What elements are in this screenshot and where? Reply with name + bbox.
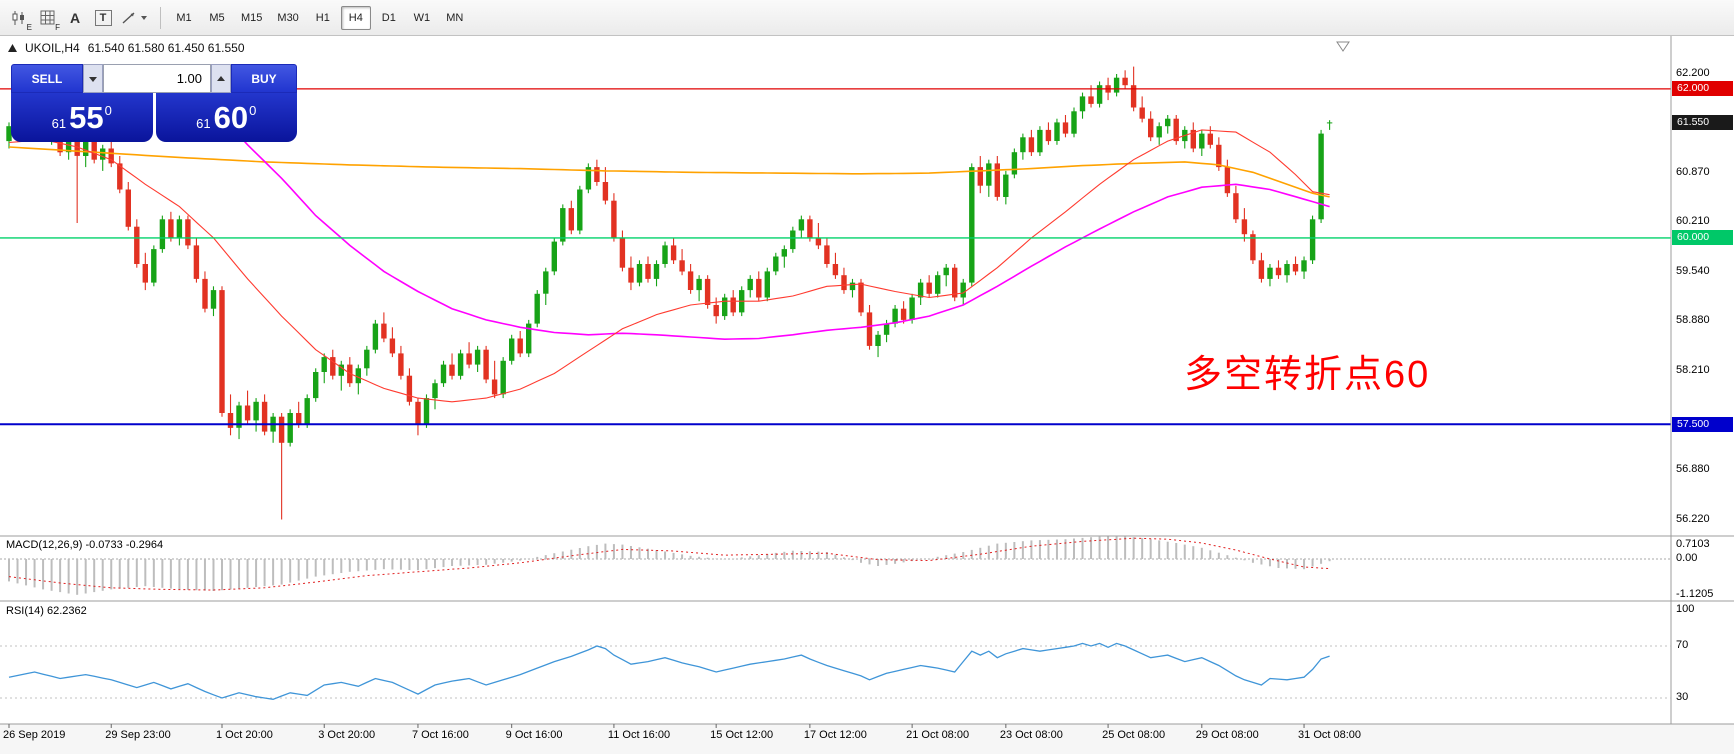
price-badge-62.000: 62.000 <box>1672 81 1733 97</box>
price-badge-57.500: 57.500 <box>1672 416 1733 432</box>
ask-price-prefix: 61 <box>196 116 211 131</box>
ohlc-values: 61.540 61.580 61.450 61.550 <box>87 41 245 55</box>
time-axis-label: 26 Sep 2019 <box>3 729 66 741</box>
buy-button[interactable]: BUY <box>231 64 297 93</box>
text-label-icon[interactable]: A <box>62 5 88 31</box>
sell-button[interactable]: SELL <box>11 64 83 93</box>
timeframe-m5[interactable]: M5 <box>202 6 232 30</box>
timeframe-m15[interactable]: M15 <box>235 6 268 30</box>
timeframe-w1[interactable]: W1 <box>407 6 437 30</box>
price-axis-label: 60.210 <box>1676 215 1710 228</box>
candlestick-glyph <box>12 10 24 25</box>
time-axis-label: 25 Oct 08:00 <box>1102 729 1166 741</box>
ma-slow-line <box>8 146 1330 198</box>
time-axis-label: 29 Sep 23:00 <box>105 729 171 741</box>
time-axis-label: 3 Oct 20:00 <box>318 729 376 741</box>
time-axis-label: 7 Oct 16:00 <box>411 729 469 741</box>
symbol-info: UKOIL,H4 61.540 61.580 61.450 61.550 <box>8 41 245 55</box>
bid-price-pip: 0 <box>104 103 112 118</box>
macd-signal-line <box>8 537 1330 591</box>
volume-input[interactable]: 1.00 <box>103 64 211 93</box>
time-axis-label: 15 Oct 12:00 <box>710 729 774 741</box>
price-badge-61.550: 61.550 <box>1672 114 1733 130</box>
grid-glyph <box>40 10 54 25</box>
macd-indicator-label: MACD(12,26,9) -0.0733 -0.2964 <box>6 539 164 551</box>
rsi-line <box>8 642 1330 700</box>
bid-price-big: 55 <box>69 100 104 135</box>
scroll-to-end-marker[interactable] <box>1336 41 1350 52</box>
price-axis-label: 56.220 <box>1676 512 1710 525</box>
price-axis-label: 59.540 <box>1676 265 1710 278</box>
rsi-axis-label: 100 <box>1676 603 1695 615</box>
timeframe-h1[interactable]: H1 <box>308 6 338 30</box>
price-axis-label: 60.870 <box>1676 166 1710 179</box>
ask-price-pip: 0 <box>249 103 257 118</box>
trendline-glyph <box>122 11 147 24</box>
volume-up-button[interactable] <box>211 64 231 93</box>
macd-axis-label: -1.1205 <box>1676 587 1714 600</box>
price-axis-label: 58.210 <box>1676 364 1710 377</box>
chevron-up-icon <box>217 75 225 81</box>
time-axis-label: 23 Oct 08:00 <box>999 729 1063 741</box>
icon-badge: F <box>55 22 60 32</box>
time-axis-label: 9 Oct 16:00 <box>505 729 563 741</box>
ma-mid-line <box>212 106 1330 341</box>
rsi-axis-label: 30 <box>1676 691 1689 703</box>
timeframe-m1[interactable]: M1 <box>169 6 199 30</box>
one-click-trading-panel: SELL 1.00 BUY 61 55 0 61 60 0 <box>11 64 297 142</box>
bid-price-box[interactable]: 61 55 0 <box>11 93 153 142</box>
toolbar-separator <box>160 6 161 29</box>
price-axis-label: 56.880 <box>1676 463 1710 476</box>
timeframe-d1[interactable]: D1 <box>374 6 404 30</box>
rsi-axis-label: 70 <box>1676 639 1689 651</box>
price-badge-60.000: 60.000 <box>1672 230 1733 246</box>
time-axis-label: 31 Oct 08:00 <box>1298 729 1362 741</box>
ask-price-box[interactable]: 61 60 0 <box>155 93 297 142</box>
text-box-icon[interactable]: T <box>90 5 116 31</box>
time-axis-label: 21 Oct 08:00 <box>906 729 970 741</box>
macd-axis-label: 0.7103 <box>1676 538 1710 550</box>
time-axis-label: 1 Oct 20:00 <box>216 729 273 741</box>
chevron-down-icon <box>89 76 97 82</box>
ma-fast-line <box>8 129 1330 403</box>
bid-price-prefix: 61 <box>51 116 67 131</box>
price-axis-label: 58.880 <box>1676 314 1710 327</box>
symbol-name: UKOIL,H4 <box>25 41 80 55</box>
timeframe-h4[interactable]: H4 <box>340 5 371 30</box>
rsi-indicator-label: RSI(14) 62.2362 <box>6 605 87 617</box>
volume-down-button[interactable] <box>83 64 103 93</box>
timeframe-group: M1 M5 M15 M30 H1 H4 D1 W1 MN <box>169 5 470 30</box>
chart-text-annotation[interactable]: 多空转折点60 <box>1184 354 1431 396</box>
time-axis-label: 29 Oct 08:00 <box>1195 729 1259 741</box>
time-axis-label: 17 Oct 12:00 <box>803 729 867 741</box>
ask-price-big: 60 <box>213 100 249 135</box>
macd-histogram <box>8 536 1331 595</box>
trade-prices-row: 61 55 0 61 60 0 <box>11 93 297 142</box>
price-axis-label: 62.200 <box>1676 67 1710 79</box>
grid-icon[interactable]: F <box>34 5 60 32</box>
chart-type-icon[interactable]: E <box>6 5 32 32</box>
symbol-marker-icon <box>8 43 17 52</box>
macd-axis-label: 0.00 <box>1676 552 1698 564</box>
timeframe-m30[interactable]: M30 <box>271 6 304 30</box>
timeframe-mn[interactable]: MN <box>440 6 470 30</box>
line-tool-dropdown[interactable] <box>118 5 152 31</box>
toolbar: E F A T M1 M5 M15 M30 H1 H4 D1 W1 MN <box>0 0 1734 36</box>
chart-plot-area[interactable] <box>0 36 1671 724</box>
trade-controls-row: SELL 1.00 BUY <box>11 64 297 93</box>
time-axis-label: 11 Oct 16:00 <box>607 729 671 741</box>
icon-badge: E <box>26 22 32 32</box>
